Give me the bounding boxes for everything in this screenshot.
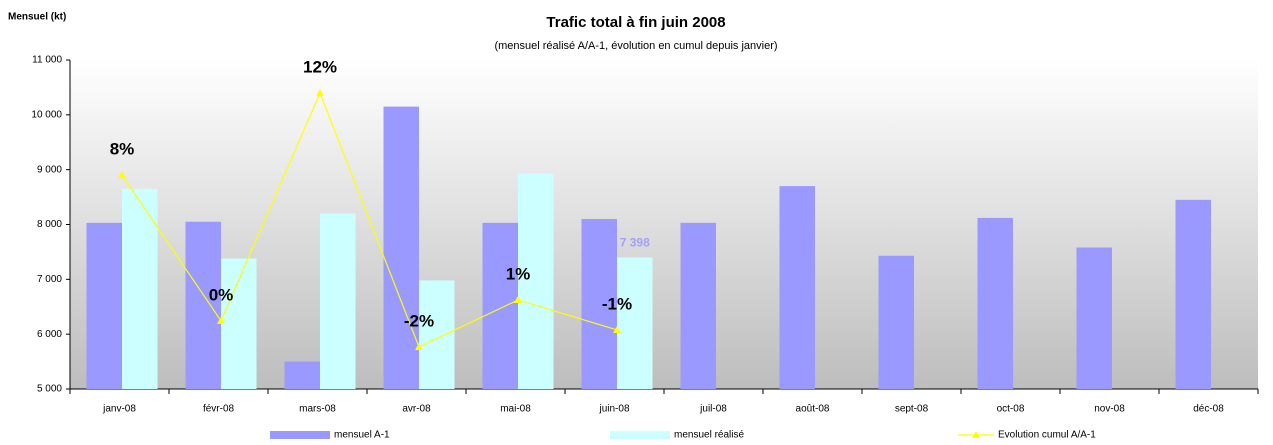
bar xyxy=(320,213,356,389)
y-tick-label: 5 000 xyxy=(37,384,62,395)
legend-swatch xyxy=(270,431,330,439)
x-tick-label: mai-08 xyxy=(500,404,531,415)
y-axis-label: Mensuel (kt) xyxy=(8,12,66,23)
marker xyxy=(613,325,621,333)
y-tick-label: 7 000 xyxy=(37,274,62,285)
y-tick-label: 9 000 xyxy=(37,164,62,175)
marker xyxy=(514,295,522,303)
legend-label: mensuel A-1 xyxy=(334,430,390,441)
marker xyxy=(316,88,324,96)
bar xyxy=(284,361,320,389)
data-label: -1% xyxy=(602,294,632,313)
bar xyxy=(482,222,518,389)
bar xyxy=(617,257,653,389)
bar xyxy=(779,186,815,389)
bar xyxy=(581,219,617,389)
marker xyxy=(118,171,126,179)
x-tick-label: déc-08 xyxy=(1193,404,1224,415)
x-tick-label: mars-08 xyxy=(299,404,336,415)
chart-subtitle: (mensuel réalisé A/A-1, évolution en cum… xyxy=(494,40,777,52)
marker xyxy=(217,316,225,324)
bar xyxy=(221,258,257,389)
x-tick-label: nov-08 xyxy=(1094,404,1125,415)
bar xyxy=(518,173,554,389)
legend-marker xyxy=(972,431,980,438)
bar xyxy=(1076,247,1112,389)
y-tick-label: 6 000 xyxy=(37,329,62,340)
bar xyxy=(419,280,455,389)
legend-label: Evolution cumul A/A-1 xyxy=(998,430,1096,441)
x-tick-label: févr-08 xyxy=(203,404,235,415)
x-tick-label: oct-08 xyxy=(997,404,1025,415)
data-label: -2% xyxy=(404,311,434,330)
bar xyxy=(122,188,158,389)
bar xyxy=(383,106,419,389)
bar xyxy=(1175,199,1211,389)
x-tick-label: sept-08 xyxy=(895,404,929,415)
bar xyxy=(977,217,1013,389)
data-label: 8% xyxy=(110,140,135,159)
x-tick-label: avr-08 xyxy=(402,404,431,415)
data-label: 1% xyxy=(506,264,531,283)
chart-title: Trafic total à fin juin 2008 xyxy=(546,14,725,31)
bar xyxy=(185,221,221,389)
marker xyxy=(415,342,423,350)
x-tick-label: août-08 xyxy=(796,404,830,415)
x-tick-label: janv-08 xyxy=(102,404,136,415)
x-tick-label: juin-08 xyxy=(598,404,629,415)
y-tick-label: 8 000 xyxy=(37,219,62,230)
data-label: 7 398 xyxy=(620,236,650,250)
legend-swatch xyxy=(610,431,670,439)
x-tick-label: juil-08 xyxy=(699,404,727,415)
data-label: 0% xyxy=(209,285,234,304)
y-tick-label: 10 000 xyxy=(31,109,62,120)
legend-label: mensuel réalisé xyxy=(674,430,744,441)
line xyxy=(121,91,618,348)
bar xyxy=(680,222,716,389)
data-label: 12% xyxy=(303,57,337,76)
bar xyxy=(86,222,122,389)
y-tick-label: 11 000 xyxy=(32,55,62,66)
plot-area xyxy=(70,60,1258,389)
bar xyxy=(878,255,914,389)
